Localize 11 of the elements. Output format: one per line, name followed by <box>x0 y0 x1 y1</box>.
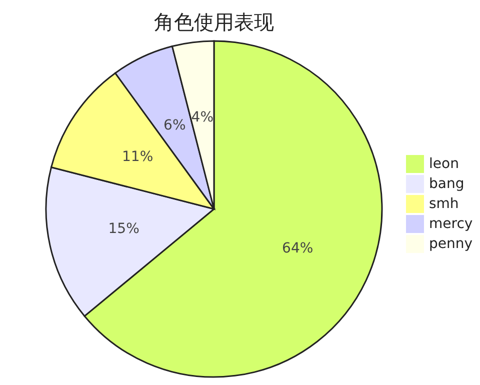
data-label: 11% <box>122 149 154 166</box>
legend-label: bang <box>429 176 464 192</box>
chart-title: 角色使用表现 <box>154 10 274 34</box>
legend-label: smh <box>429 196 459 212</box>
data-label: 64% <box>282 240 314 256</box>
legend-label: leon <box>429 156 459 172</box>
data-label: 15% <box>108 221 140 238</box>
legend-label: penny <box>429 236 473 252</box>
data-label: 4% <box>191 109 214 126</box>
legend-label: mercy <box>429 216 473 232</box>
data-label: 6% <box>164 117 186 134</box>
